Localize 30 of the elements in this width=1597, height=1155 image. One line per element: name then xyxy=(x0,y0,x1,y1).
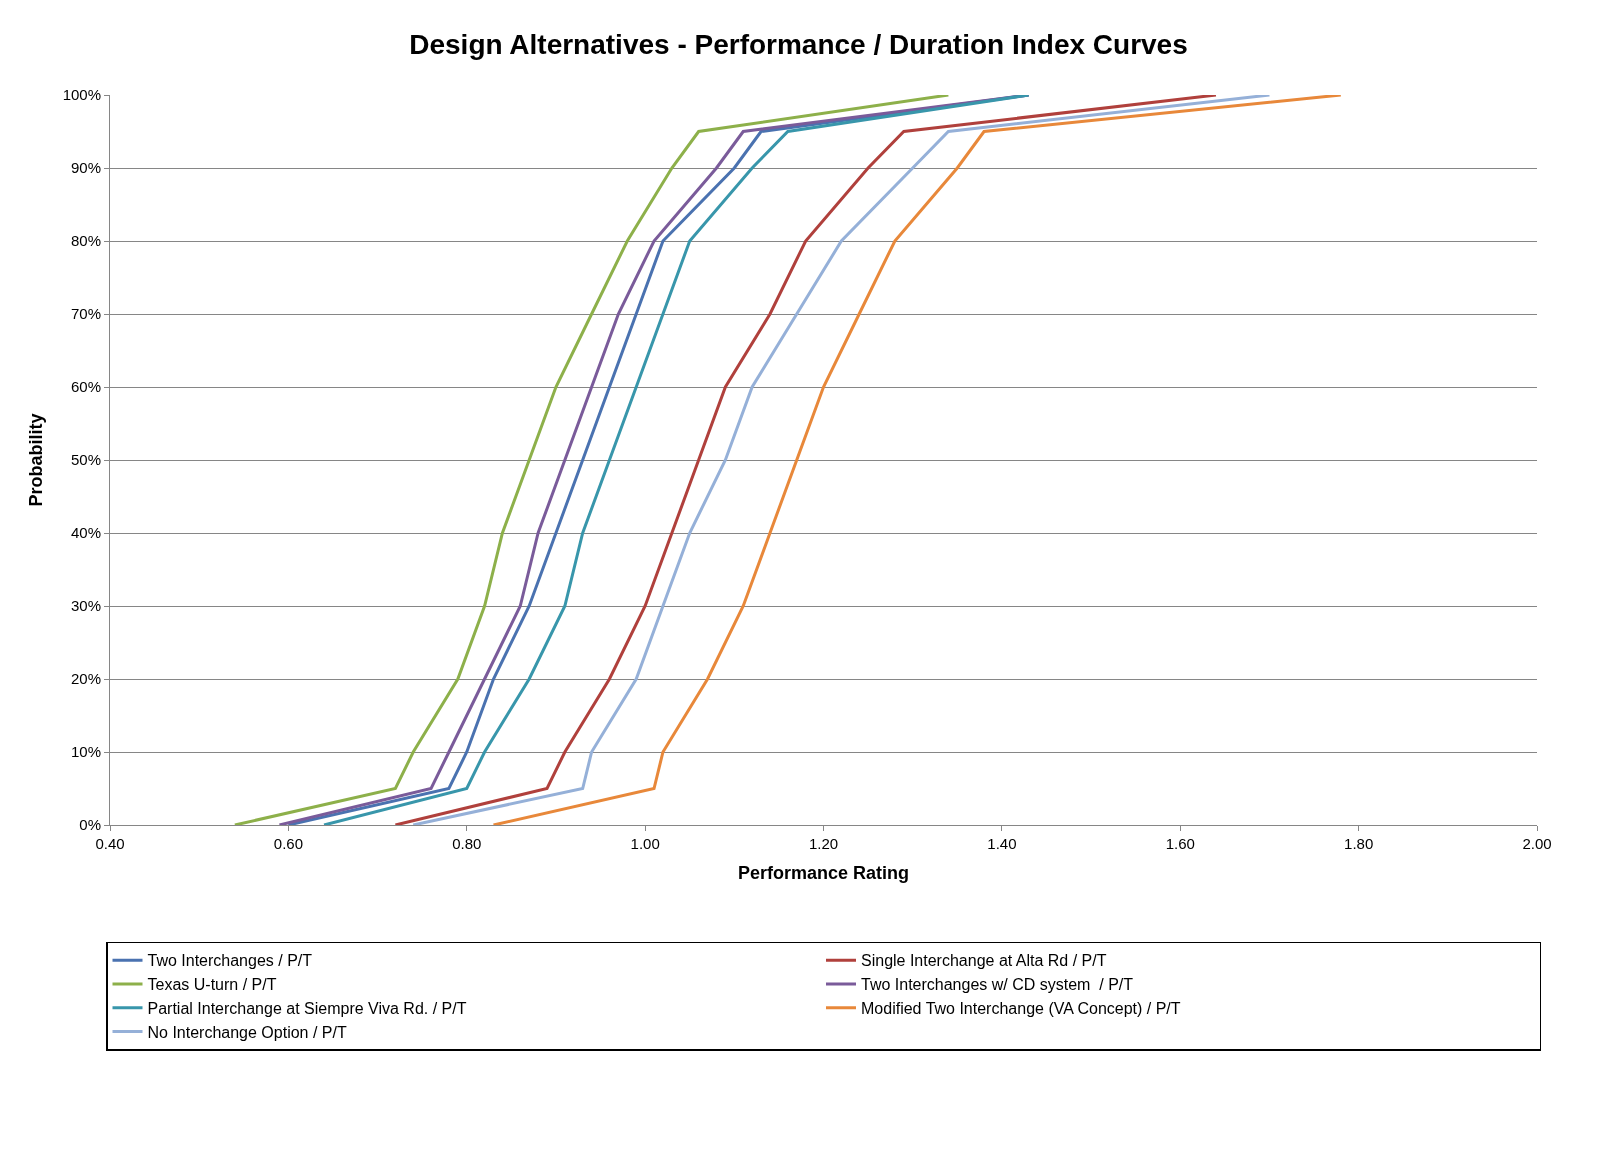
y-tick-label: 80% xyxy=(70,232,101,250)
legend-label: No Interchange Option / P/T xyxy=(147,1023,347,1041)
y-tick-label: 70% xyxy=(70,305,101,323)
legend-label: Texas U-turn / P/T xyxy=(147,976,277,994)
y-axis-title: Probability xyxy=(25,413,46,507)
y-tick-label: 0% xyxy=(79,816,101,834)
x-tick-label: 0.60 xyxy=(273,835,303,852)
y-tick-label: 10% xyxy=(70,743,101,761)
x-tick-label: 1.60 xyxy=(1165,835,1195,852)
x-tick-label: 1.00 xyxy=(630,835,660,852)
y-tick-label: 30% xyxy=(70,597,101,615)
x-tick-label: 0.40 xyxy=(95,835,125,852)
x-tick-label: 2.00 xyxy=(1522,835,1552,852)
x-tick-label: 1.80 xyxy=(1344,835,1374,852)
x-tick-label: 1.20 xyxy=(808,835,839,852)
y-tick-label: 40% xyxy=(70,524,101,542)
legend-label: Partial Interchange at Siempre Viva Rd. / P/T xyxy=(147,1000,467,1018)
y-tick-label: 50% xyxy=(70,451,101,469)
legend-label: Modified Two Interchange (VA Concept) / P/T xyxy=(861,1000,1181,1018)
y-tick-label: 20% xyxy=(70,670,101,688)
y-tick-label: 60% xyxy=(70,378,101,396)
chart-title: Design Alternatives - Performance / Duration Index Curves xyxy=(409,29,1188,61)
legend-label: Two Interchanges / P/T xyxy=(147,952,313,970)
y-tick-label: 100% xyxy=(62,86,101,104)
legend-label: Two Interchanges w/ CD system / P/T xyxy=(861,976,1134,994)
x-tick-label: 1.40 xyxy=(987,835,1017,852)
x-tick-label: 0.80 xyxy=(452,835,482,852)
y-tick-label: 90% xyxy=(70,159,101,177)
legend-label: Single Interchange at Alta Rd / P/T xyxy=(861,952,1107,970)
x-axis-title: Performance Rating xyxy=(737,863,910,884)
